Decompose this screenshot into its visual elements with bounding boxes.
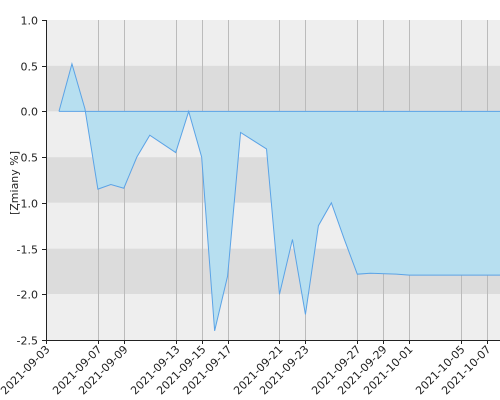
- y-tick-label: -2.0: [17, 289, 38, 302]
- plot-band: [46, 65, 500, 112]
- area-fill: [58, 63, 500, 331]
- y-axis-title: [Zmiany %]: [8, 151, 21, 215]
- axes: [42, 20, 500, 344]
- series-line: [58, 62, 500, 331]
- x-tick-label: 2021-09-03: [0, 343, 53, 397]
- y-tick-label: 0.0: [21, 106, 39, 119]
- y-tick-label: -1.5: [17, 244, 38, 257]
- y-ticks: 1.0 0.5 0.0 0.5 -1.0 -1.5 -2.0 -2.5: [17, 15, 46, 348]
- x-ticks: 2021-09-032021-09-072021-09-092021-09-13…: [0, 340, 494, 397]
- y-tick-label: -2.5: [17, 335, 38, 348]
- y-tick-label: 1.0: [21, 15, 39, 28]
- plot-band: [46, 20, 500, 66]
- area-series: [58, 62, 500, 331]
- y-tick-label: -1.0: [17, 198, 38, 211]
- y-tick-label: 0.5: [21, 61, 39, 74]
- plot-band: [46, 294, 500, 340]
- y-tick-label: 0.5: [21, 152, 39, 165]
